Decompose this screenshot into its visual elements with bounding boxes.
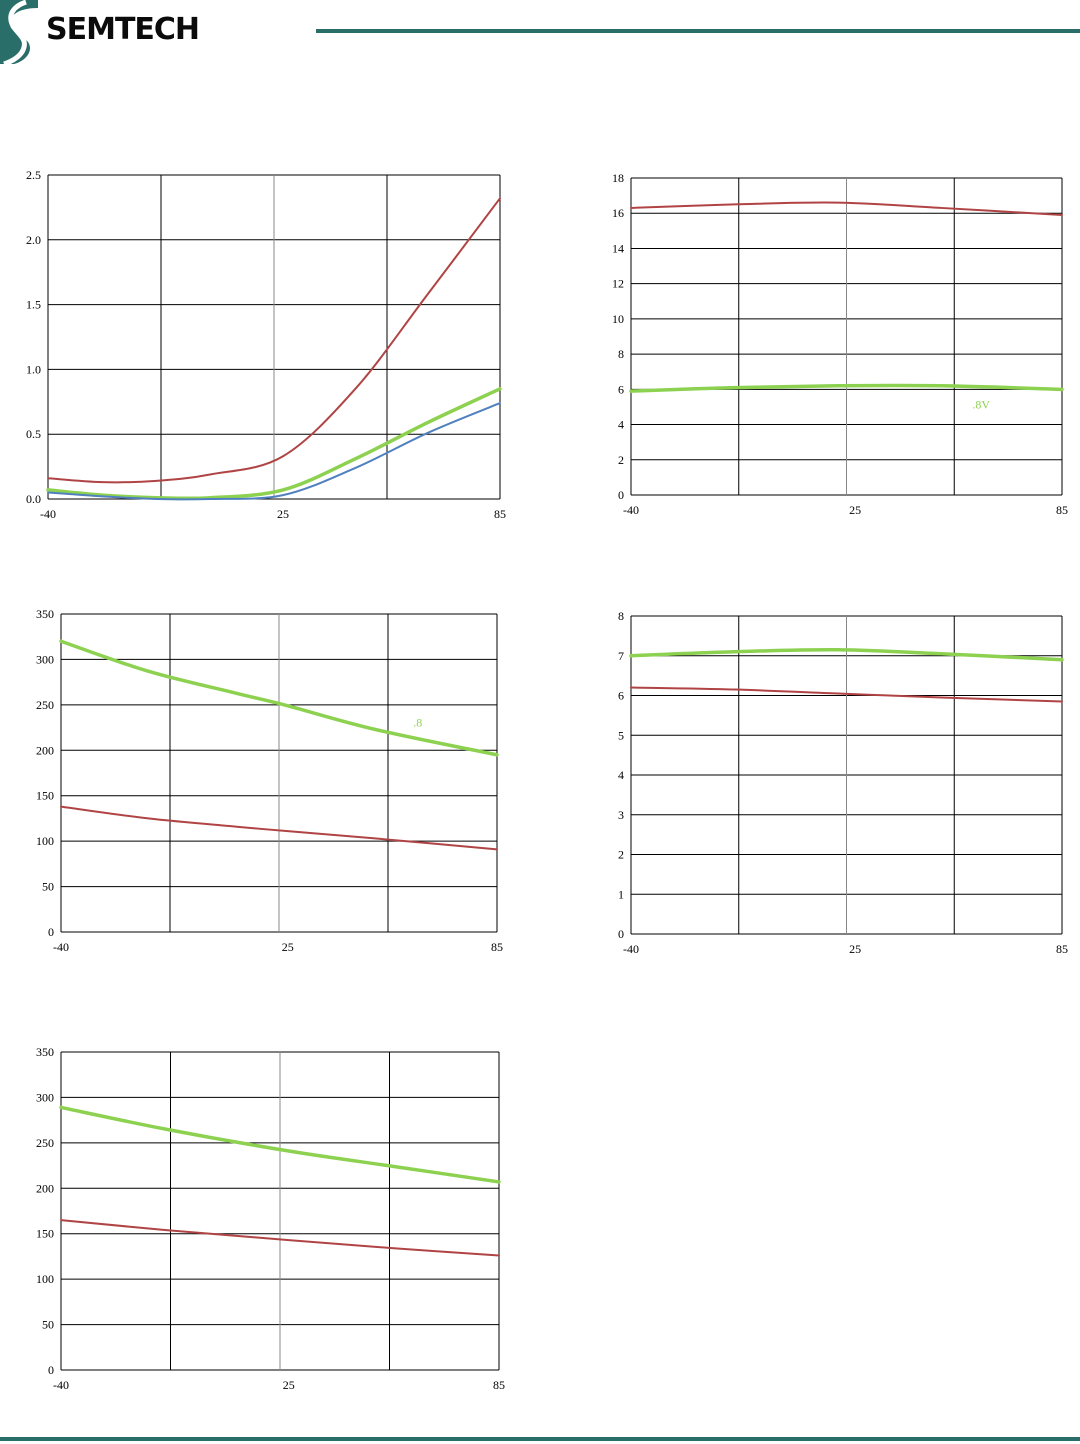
y-tick-label: 200 [36, 1181, 54, 1195]
y-tick-label: 2.5 [26, 168, 41, 182]
series-line-2 [629, 383, 1064, 393]
y-tick-label: 3 [618, 808, 624, 822]
y-tick-label: 4 [618, 418, 624, 432]
x-tick-label: -40 [623, 503, 639, 517]
y-tick-label: 2 [618, 848, 624, 862]
y-tick-label: 1.0 [26, 362, 41, 376]
y-tick-label: 7 [618, 649, 624, 663]
y-tick-label: 0 [48, 925, 54, 939]
y-tick-label: 0.0 [26, 492, 41, 506]
x-tick-label: 25 [849, 942, 861, 956]
y-tick-label: 1 [618, 887, 624, 901]
y-tick-label: 250 [36, 1136, 54, 1150]
y-tick-label: 18 [612, 171, 624, 185]
x-tick-label: 25 [849, 503, 861, 517]
y-tick-label: 14 [612, 241, 624, 255]
logo-text: SEMTECH [46, 12, 200, 47]
series-line-2 [46, 387, 502, 501]
y-tick-label: 50 [42, 880, 54, 894]
y-tick-label: 100 [36, 834, 54, 848]
annotation-label: .8V [972, 398, 990, 412]
footer-rule [0, 1437, 1080, 1441]
y-tick-label: 50 [42, 1318, 54, 1332]
x-tick-label: -40 [40, 507, 56, 521]
y-tick-label: 5 [618, 728, 624, 742]
header-rule [316, 29, 1080, 33]
x-tick-label: -40 [623, 942, 639, 956]
y-tick-label: 12 [612, 277, 624, 291]
x-tick-label: 85 [1056, 942, 1068, 956]
chart-2: 0 2 4 6 8 10 12 14 16 18 -40 25 85 .8V [612, 171, 1068, 517]
series-line-1 [629, 647, 1064, 662]
y-tick-label: 0 [48, 1363, 54, 1377]
y-tick-label: 200 [36, 743, 54, 757]
x-tick-label: 85 [491, 940, 503, 954]
x-tick-label: 25 [282, 940, 294, 954]
chart-5: 0 50 100 150 200 250 300 350 -40 25 85 [36, 1045, 505, 1392]
y-tick-label: 150 [36, 1227, 54, 1241]
y-tick-label: 250 [36, 698, 54, 712]
x-tick-label: 25 [277, 507, 289, 521]
x-tick-label: 85 [494, 507, 506, 521]
y-tick-label: 300 [36, 1090, 54, 1104]
series-line-2 [60, 805, 498, 851]
chart-1: 0.0 0.5 1.0 1.5 2.0 2.5 -40 25 85 [26, 168, 506, 521]
series-line-2 [630, 686, 1063, 703]
y-tick-label: 100 [36, 1272, 54, 1286]
y-tick-label: 8 [618, 347, 624, 361]
y-tick-label: 350 [36, 607, 54, 621]
y-tick-label: 2.0 [26, 233, 41, 247]
y-tick-label: 0 [618, 927, 624, 941]
series-line-3 [47, 402, 501, 501]
y-tick-label: 150 [36, 789, 54, 803]
series-line-1 [59, 639, 499, 757]
x-tick-label: -40 [53, 1378, 69, 1392]
y-tick-label: 1.5 [26, 298, 41, 312]
y-tick-label: 16 [612, 206, 624, 220]
x-tick-label: 25 [283, 1378, 295, 1392]
semtech-logo: SEMTECH [0, 0, 300, 66]
y-tick-label: 4 [618, 768, 624, 782]
y-tick-label: 10 [612, 312, 624, 326]
series-line-1 [59, 1105, 501, 1184]
y-tick-label: 300 [36, 652, 54, 666]
series-line-1 [47, 197, 501, 484]
x-tick-label: 85 [493, 1378, 505, 1392]
chart-3: 0 50 100 150 200 250 300 350 -40 25 85 .8 [36, 607, 503, 954]
series-line-2 [60, 1219, 500, 1257]
y-tick-label: 2 [618, 453, 624, 467]
y-tick-label: 6 [618, 689, 624, 703]
x-tick-label: -40 [53, 940, 69, 954]
y-tick-label: 6 [618, 382, 624, 396]
y-tick-label: 0.5 [26, 427, 41, 441]
series-line-1 [630, 201, 1063, 216]
semtech-logo-icon [0, 0, 38, 64]
y-tick-label: 350 [36, 1045, 54, 1059]
x-tick-label: 85 [1056, 503, 1068, 517]
chart-4: 0 1 2 3 4 5 6 7 8 -40 25 85 [618, 609, 1068, 956]
y-tick-label: 0 [618, 488, 624, 502]
annotation-label: .8 [413, 716, 422, 730]
y-tick-label: 8 [618, 609, 624, 623]
